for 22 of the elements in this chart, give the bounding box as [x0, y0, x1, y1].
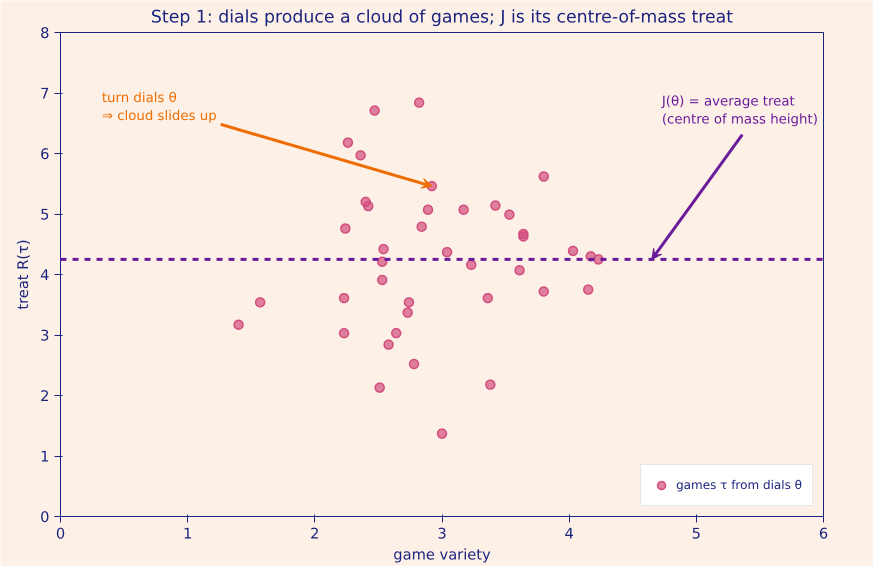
- legend-label: games τ from dials θ: [676, 478, 802, 492]
- y-tick-label: 3: [40, 328, 50, 344]
- y-tick-label: 1: [40, 448, 50, 466]
- x-tick-label: 0: [56, 526, 66, 542]
- annotation: turn dials θ ⇒ cloud slides up: [102, 91, 217, 124]
- y-tick-label: 2: [40, 388, 50, 405]
- x-tick-label: 6: [818, 526, 828, 542]
- y-tick-label: 4: [40, 267, 50, 284]
- x-tick-label: 5: [692, 526, 701, 542]
- y-tick-label: 5: [40, 206, 50, 224]
- chart-title: Step 1: dials produce a cloud of games; J is its centre-of-mass treat: [150, 8, 734, 28]
- y-tick-label: 6: [40, 146, 50, 163]
- y-tick-label: 0: [40, 509, 50, 526]
- x-tick-label: 1: [183, 526, 192, 542]
- y-tick-label: 8: [40, 25, 50, 42]
- x-tick-label: 2: [310, 526, 320, 542]
- x-tick-label: 4: [564, 526, 574, 542]
- y-axis-title: treat R(τ): [15, 239, 32, 310]
- annotation: J(θ) = average treat (centre of mass height): [660, 94, 818, 128]
- y-tick-label: 7: [40, 86, 50, 102]
- x-tick-label: 3: [437, 526, 447, 542]
- x-axis-title: game variety: [393, 546, 492, 564]
